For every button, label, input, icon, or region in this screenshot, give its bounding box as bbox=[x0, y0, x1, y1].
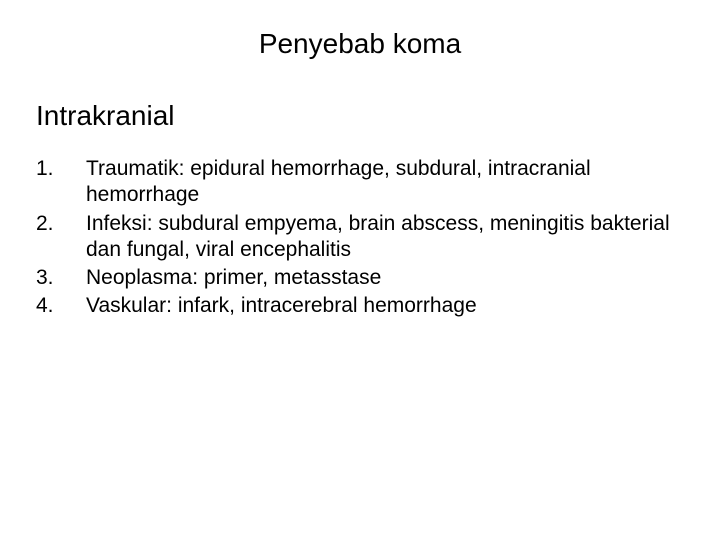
numbered-list: 1. Traumatik: epidural hemorrhage, subdu… bbox=[36, 156, 684, 320]
list-text: Neoplasma: primer, metasstase bbox=[86, 265, 684, 291]
list-text: Infeksi: subdural empyema, brain abscess… bbox=[86, 211, 684, 264]
list-item: 4. Vaskular: infark, intracerebral hemor… bbox=[36, 293, 684, 319]
list-number: 4. bbox=[36, 293, 86, 319]
slide-title: Penyebab koma bbox=[36, 28, 684, 60]
list-number: 1. bbox=[36, 156, 86, 209]
list-number: 3. bbox=[36, 265, 86, 291]
list-text: Traumatik: epidural hemorrhage, subdural… bbox=[86, 156, 684, 209]
list-item: 1. Traumatik: epidural hemorrhage, subdu… bbox=[36, 156, 684, 209]
section-heading: Intrakranial bbox=[36, 100, 684, 132]
list-text: Vaskular: infark, intracerebral hemorrha… bbox=[86, 293, 684, 319]
list-item: 3. Neoplasma: primer, metasstase bbox=[36, 265, 684, 291]
list-item: 2. Infeksi: subdural empyema, brain absc… bbox=[36, 211, 684, 264]
list-number: 2. bbox=[36, 211, 86, 264]
